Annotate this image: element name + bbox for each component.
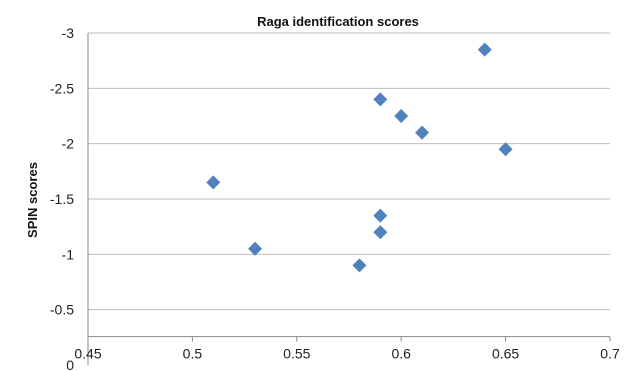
x-tick-label: 0.6: [391, 346, 411, 362]
y-tick-label: -2.5: [50, 80, 74, 96]
data-points: [206, 42, 513, 273]
y-tick-labels: 0 -0.5 -1 -1.5 -2 -2.5 -3: [50, 25, 74, 371]
y-tick-label: -1: [62, 246, 75, 262]
y-tick-label: -2: [62, 136, 75, 152]
data-point: [206, 175, 221, 190]
data-point: [498, 142, 513, 157]
x-tick-label: 0.55: [283, 346, 310, 362]
axes: [87, 33, 611, 365]
gridlines: [88, 32, 610, 311]
data-point: [373, 92, 388, 107]
y-tick-label: -3: [62, 25, 75, 41]
data-point: [415, 125, 430, 140]
y-tick-label: 0: [66, 357, 74, 371]
x-tick-label: 0.5: [183, 346, 203, 362]
x-tick-label: 0.45: [74, 346, 101, 362]
data-point: [373, 208, 388, 223]
data-point: [248, 241, 263, 256]
x-tick-label: 0.65: [492, 346, 519, 362]
y-tick-label: -0.5: [50, 302, 74, 318]
data-point: [373, 225, 388, 240]
x-tick-label: 0.7: [600, 346, 620, 362]
y-axis-label: SPIN scores: [25, 162, 40, 238]
data-point: [394, 109, 409, 123]
data-point: [477, 42, 492, 57]
chart-title: Raga identification scores: [257, 14, 419, 29]
y-tick-label: -1.5: [50, 191, 74, 207]
data-point: [352, 258, 367, 273]
x-tick-labels: 0.45 0.5 0.55 0.6 0.65 0.7: [74, 346, 620, 362]
